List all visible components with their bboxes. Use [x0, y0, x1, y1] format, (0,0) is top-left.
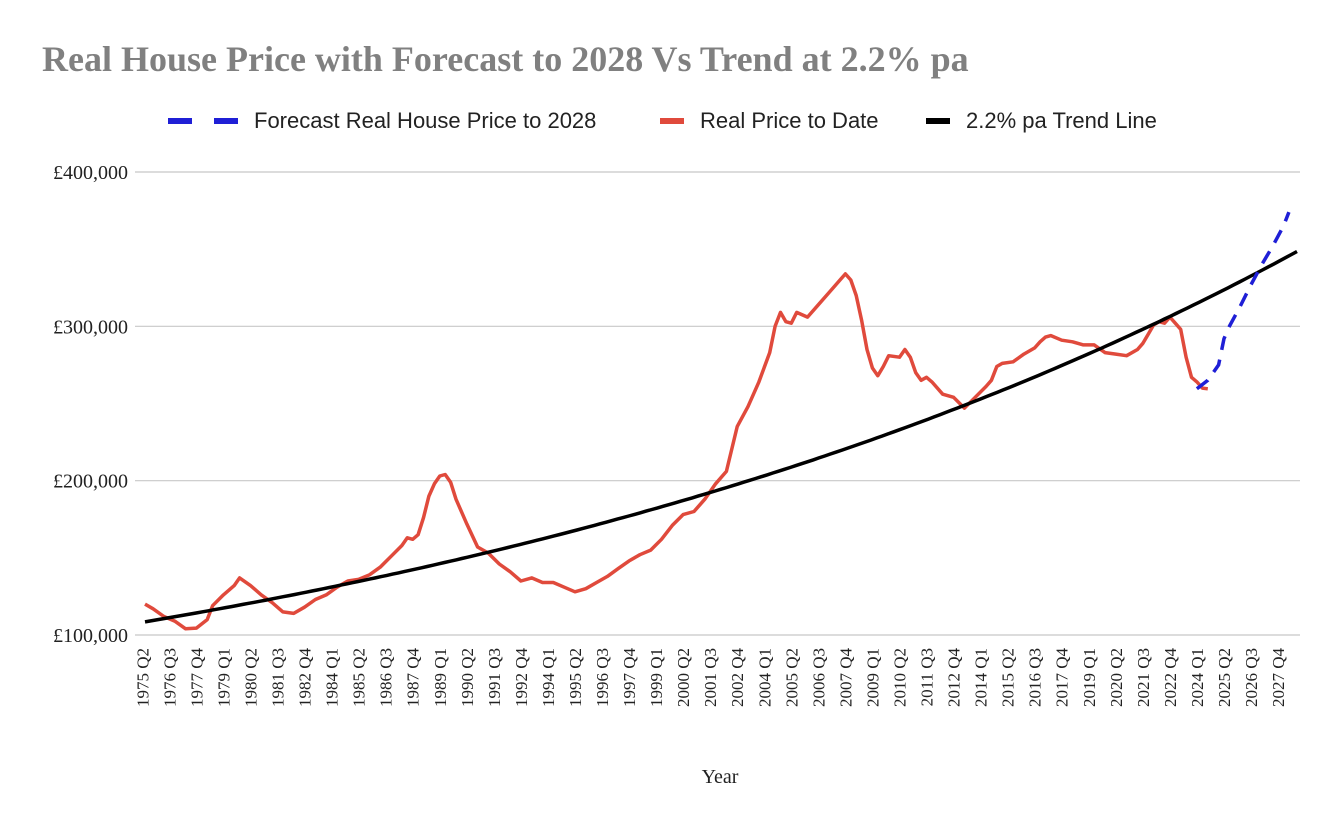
x-tick-label: 2004 Q1 — [755, 648, 774, 707]
x-tick-label: 2022 Q4 — [1161, 648, 1180, 708]
chart-title: Real House Price with Forecast to 2028 V… — [42, 39, 969, 79]
x-tick-label: 2005 Q2 — [782, 648, 801, 707]
x-tick-label: 2011 Q3 — [918, 648, 937, 706]
x-tick-label: 1994 Q1 — [539, 648, 558, 707]
x-tick-label: 1980 Q2 — [241, 648, 260, 707]
series-line-forecast — [1195, 211, 1291, 391]
x-tick-label: 1991 Q3 — [485, 648, 504, 707]
series-line-real-price — [144, 272, 1209, 631]
x-tick-label: 2027 Q4 — [1269, 648, 1288, 708]
x-tick-label: 1981 Q3 — [269, 648, 288, 707]
x-axis-label: Year — [702, 766, 739, 788]
series-group — [144, 211, 1298, 631]
x-tick-label: 2019 Q1 — [1080, 648, 1099, 707]
x-axis-ticks: 1975 Q2 1976 Q3 1977 Q4 1979 Q1 1980 Q2 1981 … — [133, 648, 1288, 708]
x-tick-label: 2024 Q1 — [1188, 648, 1207, 707]
x-tick-label: 2006 Q3 — [809, 648, 828, 707]
y-axis-ticks: £100,000 £200,000 £300,000 £400,000 — [53, 162, 128, 647]
x-tick-label: 1976 Q3 — [160, 648, 179, 707]
x-tick-label: 1997 Q4 — [620, 648, 639, 708]
x-tick-label: 1992 Q4 — [512, 648, 531, 708]
x-tick-label: 2020 Q2 — [1107, 648, 1126, 707]
x-tick-label: 1989 Q1 — [431, 648, 450, 707]
x-tick-label: 1977 Q4 — [187, 648, 206, 708]
legend-label-forecast: Forecast Real House Price to 2028 — [254, 108, 596, 133]
x-tick-label: 2012 Q4 — [945, 648, 964, 708]
grid — [135, 171, 1300, 636]
x-tick-label: 2016 Q3 — [1026, 648, 1045, 707]
x-tick-label: 1986 Q3 — [377, 648, 396, 707]
x-tick-label: 2014 Q1 — [972, 648, 991, 707]
x-tick-label: 2002 Q4 — [728, 648, 747, 708]
x-tick-label: 2009 Q1 — [863, 648, 882, 707]
x-tick-label: 2026 Q3 — [1242, 648, 1261, 707]
x-tick-label: 2021 Q3 — [1134, 648, 1153, 707]
y-tick-label: £400,000 — [53, 162, 128, 184]
x-tick-label: 2015 Q2 — [999, 648, 1018, 707]
x-tick-label: 1996 Q3 — [593, 648, 612, 707]
y-tick-label: £100,000 — [53, 625, 128, 647]
x-tick-label: 2010 Q2 — [890, 648, 909, 707]
x-tick-label: 2000 Q2 — [674, 648, 693, 707]
legend-label-trend: 2.2% pa Trend Line — [966, 108, 1157, 133]
x-tick-label: 2001 Q3 — [701, 648, 720, 707]
x-tick-label: 1984 Q1 — [323, 648, 342, 707]
legend: Forecast Real House Price to 2028 Real P… — [168, 108, 1157, 133]
series-line-trend — [144, 249, 1298, 624]
x-tick-label: 1985 Q2 — [350, 648, 369, 707]
legend-label-real: Real Price to Date — [700, 108, 879, 133]
x-tick-label: 1979 Q1 — [214, 648, 233, 707]
x-tick-label: 2017 Q4 — [1053, 648, 1072, 708]
x-tick-label: 1995 Q2 — [566, 648, 585, 707]
x-tick-label: 1990 Q2 — [458, 648, 477, 707]
x-tick-label: 1975 Q2 — [133, 648, 152, 707]
y-tick-label: £300,000 — [53, 316, 128, 338]
y-tick-label: £200,000 — [53, 471, 128, 493]
x-tick-label: 1982 Q4 — [296, 648, 315, 708]
x-tick-label: 1987 Q4 — [404, 648, 423, 708]
x-tick-label: 2025 Q2 — [1215, 648, 1234, 707]
x-tick-label: 1999 Q1 — [647, 648, 666, 707]
x-tick-label: 2007 Q4 — [836, 648, 855, 708]
